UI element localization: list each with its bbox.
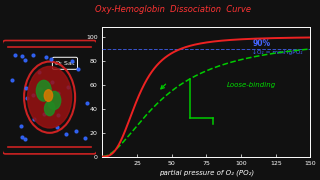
Text: $O_2$ Sat: $O_2$ Sat — [54, 59, 76, 68]
Circle shape — [44, 101, 55, 116]
Text: 90%: 90% — [252, 39, 270, 48]
Text: Loose-binding: Loose-binding — [227, 82, 276, 88]
Circle shape — [48, 91, 61, 109]
X-axis label: partial pressure of O₂ (PO₂): partial pressure of O₂ (PO₂) — [159, 169, 254, 176]
Text: Oxy-Hemoglobin  Dissociation  Curve: Oxy-Hemoglobin Dissociation Curve — [95, 5, 251, 14]
Text: ↓O₂ = mmHgPO₂: ↓O₂ = mmHgPO₂ — [252, 50, 303, 55]
Circle shape — [36, 80, 51, 101]
Circle shape — [28, 66, 72, 128]
Circle shape — [44, 90, 52, 101]
